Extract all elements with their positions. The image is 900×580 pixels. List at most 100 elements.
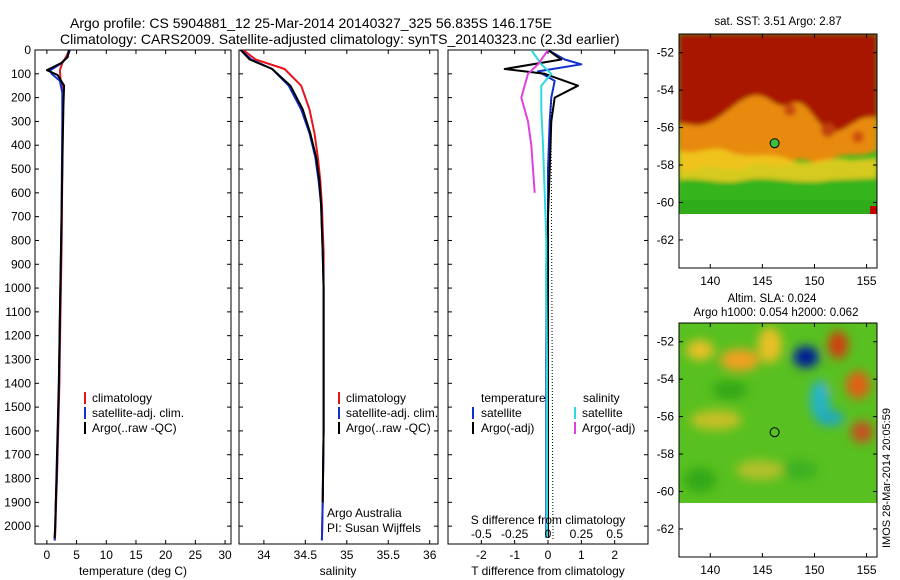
sst-no-data-region <box>679 214 877 268</box>
map-x-tick-label: 155 <box>857 563 877 577</box>
series-argo-raw-qc <box>45 50 70 539</box>
temperature-xlabel: temperature (deg C) <box>79 564 187 578</box>
x-tick-label: 34 <box>257 548 271 562</box>
x-tick-label: 5 <box>73 548 80 562</box>
difference-depth-ticks <box>448 49 648 527</box>
sla-map-ticks: 140 145 150 155 -52 -54 -56 -58 -60 -62 <box>657 323 877 577</box>
legend-swatch-t-satellite <box>472 407 474 419</box>
legend-label-s-argo: Argo(-adj) <box>582 421 635 435</box>
legend-swatch-climatology <box>84 392 86 404</box>
salinity-plot-frame <box>238 49 439 545</box>
salinity-series <box>239 50 325 541</box>
y-tick-label: 1100 <box>5 305 31 319</box>
x-tick-label: -2 <box>476 548 487 562</box>
temperature-axis-ticks: 0 5 10 15 20 25 30 <box>44 50 232 562</box>
salinity-depth-ticks <box>239 49 438 527</box>
s-tick-label: -0.25 <box>501 527 529 541</box>
legend-swatch-satellite <box>84 407 86 419</box>
legend-swatch-climatology <box>338 392 340 404</box>
x-tick-label: 20 <box>159 548 173 562</box>
legend-label-climatology: climatology <box>346 391 406 405</box>
sla-no-data-region <box>679 503 877 557</box>
s-tick-label: 0.5 <box>606 527 623 541</box>
legend-swatch-s-argo <box>574 422 576 434</box>
argo-credit-line1: Argo Australia <box>327 506 402 520</box>
temperature-plot-frame <box>34 49 232 545</box>
legend-label-argo: Argo(..raw -QC) <box>92 421 177 435</box>
y-tick-label: 0 <box>24 43 31 57</box>
map-y-tick-label: -58 <box>657 447 675 461</box>
sla-map-title-line1: Altim. SLA: 0.024 <box>728 293 817 305</box>
difference-legend: temperature salinity satellite Argo(-adj… <box>472 391 635 435</box>
map-y-tick-label: -52 <box>657 46 675 60</box>
sst-map: sat. SST: 3.51 Argo: 2.87 140 145 150 155 -5… <box>657 16 878 288</box>
map-x-tick-label: 140 <box>700 274 720 288</box>
series-salinity-satellite <box>530 50 553 538</box>
map-x-tick-label: 140 <box>700 563 720 577</box>
map-y-tick-label: -62 <box>657 233 675 247</box>
map-y-tick-label: -54 <box>657 83 675 97</box>
legend-swatch-t-argo <box>472 422 474 434</box>
series-climatology <box>242 50 325 541</box>
y-tick-label: 200 <box>11 91 31 105</box>
y-tick-label: 1600 <box>4 424 31 438</box>
series-argo-raw-qc <box>239 50 325 503</box>
sla-argo-location-marker <box>769 427 780 438</box>
sst-argo-location-marker <box>769 138 780 149</box>
legend-label-argo: Argo(..raw -QC) <box>346 421 431 435</box>
y-tick-label: 800 <box>11 233 31 247</box>
x-tick-label: 35 <box>340 548 354 562</box>
y-tick-label: 1200 <box>4 329 31 343</box>
sst-field <box>679 34 877 214</box>
map-x-tick-label: 150 <box>804 274 824 288</box>
legend-label-climatology: climatology <box>92 391 152 405</box>
map-y-tick-label: -60 <box>657 484 675 498</box>
map-y-tick-label: -54 <box>657 372 675 386</box>
sst-map-title: sat. SST: 3.51 Argo: 2.87 <box>714 16 841 28</box>
sst-map-frame <box>678 33 878 269</box>
x-tick-label: 34.5 <box>294 548 318 562</box>
y-tick-label: 1800 <box>4 472 31 486</box>
y-tick-label: 500 <box>11 162 31 176</box>
legend-label-t-satellite: satellite <box>481 406 522 420</box>
salinity-axis-ticks: 34 34.5 35 35.5 36 <box>257 50 437 562</box>
legend-label-satellite: satellite-adj. clim. <box>92 406 184 420</box>
map-y-tick-label: -52 <box>657 335 675 349</box>
figure-title-line2: Climatology: CARS2009. Satellite-adjuste… <box>60 31 620 47</box>
temperature-legend: climatology satellite-adj. clim. Argo(..… <box>84 391 184 435</box>
map-x-tick-label: 145 <box>752 274 772 288</box>
y-tick-label: 1700 <box>4 448 31 462</box>
map-y-tick-label: -60 <box>657 195 675 209</box>
x-tick-label: 2 <box>611 548 618 562</box>
y-tick-label: 100 <box>11 67 31 81</box>
map-x-tick-label: 150 <box>804 563 824 577</box>
y-tick-label: 1300 <box>4 352 31 366</box>
x-tick-label: 10 <box>100 548 114 562</box>
temperature-panel: 0100200300400500600700800900100011001200… <box>4 43 232 578</box>
x-tick-label: -1 <box>509 548 520 562</box>
y-tick-label: 1900 <box>4 495 31 509</box>
sst-map-ticks: 140 145 150 155 -52 -54 -56 -58 -60 -62 <box>657 34 877 288</box>
series-salinity-argo-adj <box>520 50 549 193</box>
x-tick-label: 35.5 <box>377 548 401 562</box>
sla-map: Altim. SLA: 0.024 Argo h1000: 0.054 h200… <box>657 293 878 577</box>
x-tick-label: 1 <box>578 548 585 562</box>
series-temperature-satellite <box>537 50 583 538</box>
map-y-tick-label: -62 <box>657 522 675 536</box>
x-tick-label: 36 <box>423 548 437 562</box>
map-y-tick-label: -56 <box>657 410 675 424</box>
map-y-tick-label: -58 <box>657 158 675 172</box>
s-tick-label: 0.25 <box>570 527 594 541</box>
sla-field <box>679 323 877 503</box>
x-tick-label: 0 <box>545 548 552 562</box>
y-tick-label: 400 <box>11 138 31 152</box>
zero-reference-line <box>550 99 554 541</box>
legend-label-satellite: satellite-adj. clim. <box>346 406 438 420</box>
y-tick-label: 1500 <box>4 400 31 414</box>
t-difference-xlabel: T difference from climatology <box>471 564 625 578</box>
legend-swatch-satellite <box>338 407 340 419</box>
imos-timestamp: IMOS 28-Mar-2014 20:05:59 <box>881 408 893 548</box>
salinity-xlabel: salinity <box>320 564 357 578</box>
y-tick-label: 700 <box>11 210 31 224</box>
